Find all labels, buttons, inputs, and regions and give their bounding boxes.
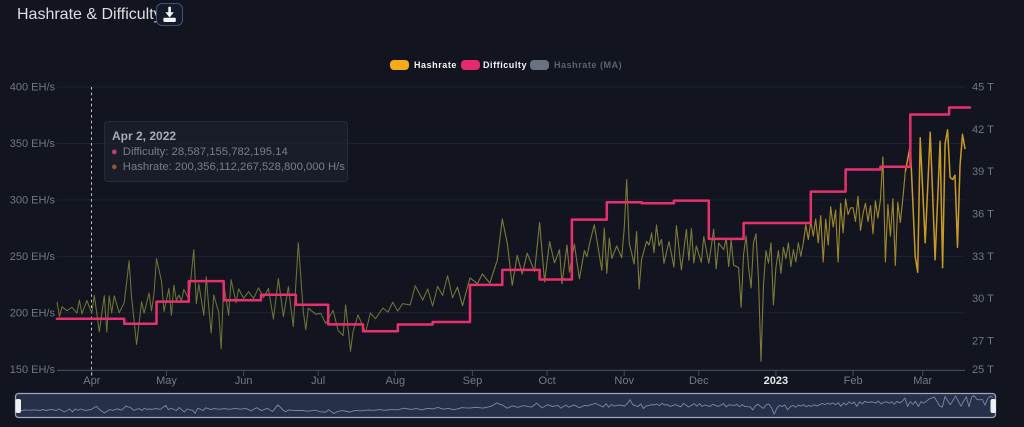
svg-text:30 T: 30 T [972,293,994,305]
svg-text:Aug: Aug [386,375,406,387]
svg-text:Nov: Nov [614,375,634,387]
svg-text:400 EH/s: 400 EH/s [10,82,56,94]
svg-text:2023: 2023 [764,375,788,387]
svg-text:350 EH/s: 350 EH/s [10,138,56,150]
svg-text:200 EH/s: 200 EH/s [10,307,56,319]
svg-text:45 T: 45 T [972,82,994,94]
svg-text:250 EH/s: 250 EH/s [10,251,56,263]
svg-text:Dec: Dec [689,375,709,387]
svg-text:27 T: 27 T [972,336,994,348]
svg-text:25 T: 25 T [972,364,994,376]
svg-text:Apr: Apr [83,375,100,387]
svg-text:Jul: Jul [311,375,325,387]
svg-text:33 T: 33 T [972,251,994,263]
svg-text:Oct: Oct [539,375,556,387]
svg-text:May: May [156,375,177,387]
svg-text:36 T: 36 T [972,209,994,221]
svg-text:300 EH/s: 300 EH/s [10,194,56,206]
svg-text:Mar: Mar [913,375,932,387]
svg-text:Jun: Jun [235,375,253,387]
svg-text:42 T: 42 T [972,124,994,136]
svg-text:39 T: 39 T [972,166,994,178]
svg-text:Feb: Feb [844,375,863,387]
svg-text:150 EH/s: 150 EH/s [10,364,56,376]
svg-text:Sep: Sep [463,375,483,387]
